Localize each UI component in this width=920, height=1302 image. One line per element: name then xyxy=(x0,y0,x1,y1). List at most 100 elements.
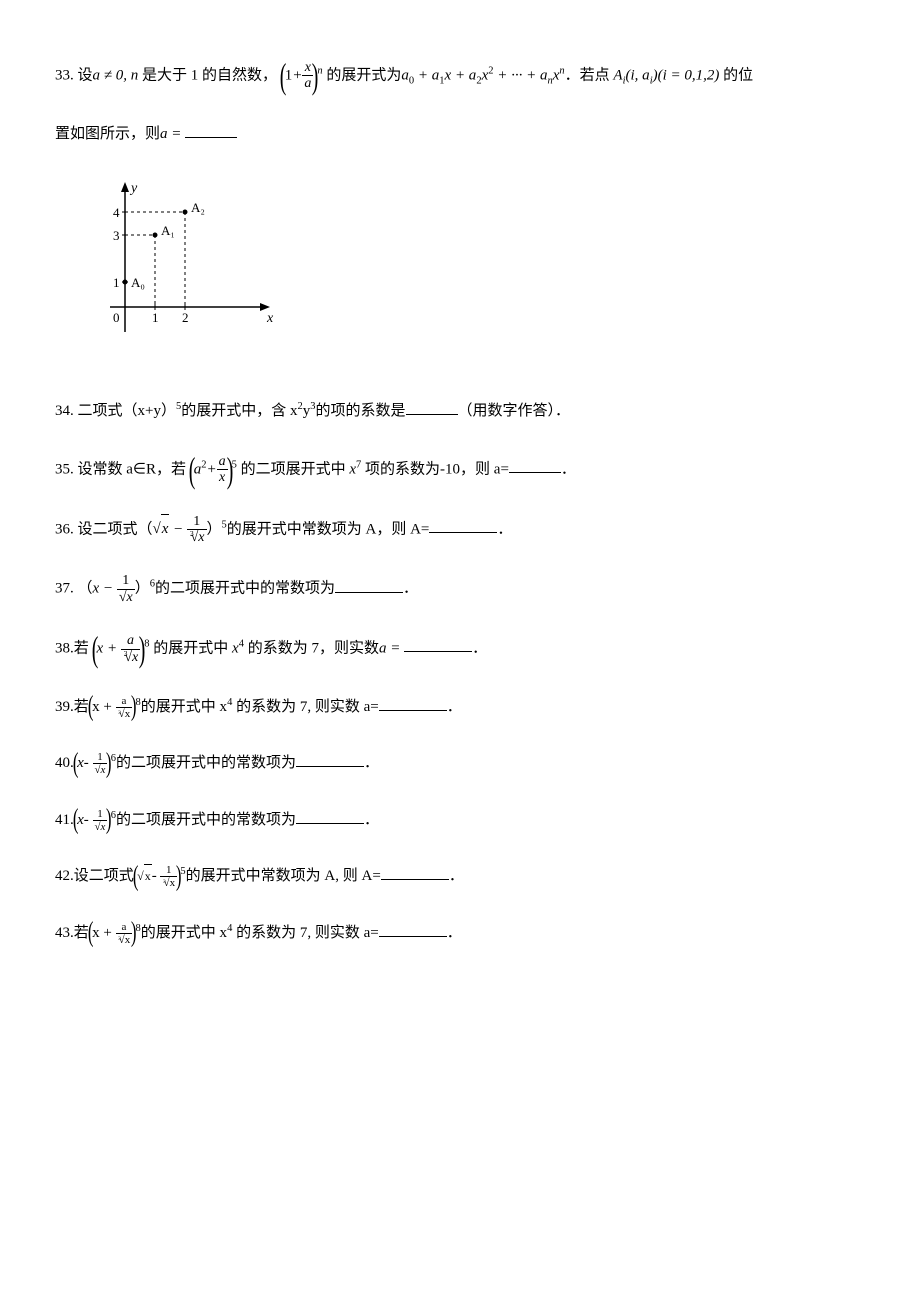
fraction: a3√x xyxy=(121,633,140,665)
text: 置如图所示，则 xyxy=(55,126,160,142)
text: ． xyxy=(449,868,464,884)
math: (i, a xyxy=(626,67,650,83)
text: 的展开式中，含 x xyxy=(181,403,297,419)
answer-blank xyxy=(404,636,472,652)
problem-38: 38.若 (x + a3√x)8 的展开式中 x4 的系数为 7，则实数a = … xyxy=(55,633,865,665)
a: a = xyxy=(379,640,404,656)
text: ．若点 xyxy=(565,67,614,83)
minus: − xyxy=(99,581,117,597)
text: 的二项展开式中的常数项为 xyxy=(116,755,296,771)
math: a ≠ 0, n xyxy=(93,67,139,83)
text: ） xyxy=(135,581,150,597)
answer-blank xyxy=(296,751,364,767)
graph-svg: 4 3 1 0 1 2 A₀ A₁ A₂ y x xyxy=(85,177,285,357)
point-A0: A₀ xyxy=(131,275,145,290)
fraction: 1√x xyxy=(117,573,135,605)
answer-blank xyxy=(509,457,561,473)
denominator: 3√x xyxy=(116,934,133,946)
minus: − xyxy=(169,521,187,537)
problem-number: 33. xyxy=(55,67,74,83)
minus: - xyxy=(84,812,93,828)
text: 的展开式中 xyxy=(153,640,232,656)
text: ． xyxy=(447,699,462,715)
problem-number: 40. xyxy=(55,755,74,771)
sqrt: √x xyxy=(153,514,170,544)
answer-blank xyxy=(406,399,458,415)
ytick-3: 3 xyxy=(113,228,120,243)
text: 的系数为 7, 则实数 a= xyxy=(232,925,378,941)
text: 若 xyxy=(74,699,89,715)
problem-42: 42.设二项式(√x- 13√x)5的展开式中常数项为 A, 则 A=． xyxy=(55,862,865,891)
plus: + xyxy=(100,925,116,941)
text: ． xyxy=(472,640,487,656)
text: 若 xyxy=(74,925,89,941)
problem-number: 41. xyxy=(55,812,74,828)
text: 设常数 a∈R，若 xyxy=(74,461,186,477)
xtick-2: 2 xyxy=(182,310,189,325)
math: )(i = 0,1,2) xyxy=(653,67,720,83)
answer-blank xyxy=(296,808,364,824)
text: 项的系数为-10，则 a= xyxy=(361,461,509,477)
text: （用数字作答）． xyxy=(458,403,571,419)
numerator: 1 xyxy=(187,514,206,530)
text: 的展开式中 x xyxy=(141,699,227,715)
answer-blank xyxy=(429,517,497,533)
text: 的展开式中常数项为 A，则 A= xyxy=(227,521,430,537)
coordinate-graph: 4 3 1 0 1 2 A₀ A₁ A₂ y x xyxy=(85,177,865,368)
math: a = xyxy=(160,126,185,142)
denominator: 3√x xyxy=(160,877,177,889)
fraction: a3√x xyxy=(116,921,133,946)
fraction: 13√x xyxy=(160,864,177,889)
numerator: a xyxy=(116,695,133,708)
text: 的系数为 7, 则实数 a= xyxy=(232,699,378,715)
text: 的展开式中常数项为 A, 则 A= xyxy=(186,868,381,884)
text: ） xyxy=(207,521,222,537)
text: 的展开式中 x xyxy=(141,925,227,941)
problem-39: 39.若(x + a3√x)8的展开式中 x4 的系数为 7, 则实数 a=． xyxy=(55,693,865,722)
denominator: √x xyxy=(117,590,135,605)
problem-35: 35. 设常数 a∈R，若 (a2+ax)5 的二项展开式中 x7 项的系数为-… xyxy=(55,454,865,486)
text: 设二项式（ xyxy=(74,521,153,537)
math: + xyxy=(414,67,432,83)
problem-number: 42. xyxy=(55,868,74,884)
problem-33: 33. 设a ≠ 0, n 是大于 1 的自然数， (1+xa)n 的展开式为a… xyxy=(55,60,865,149)
plus: + xyxy=(100,699,116,715)
point-A2: A₂ xyxy=(191,200,205,215)
text: 的位 xyxy=(719,67,753,83)
problem-number: 38. xyxy=(55,640,74,656)
problem-number: 37. xyxy=(55,581,74,597)
text: 设 xyxy=(74,67,93,83)
numerator: 1 xyxy=(117,573,135,589)
problem-40: 40.(x- 1√x)6的二项展开式中的常数项为． xyxy=(55,749,865,778)
text: ． xyxy=(403,581,418,597)
plus: + xyxy=(292,67,302,83)
text: 的二项展开式中 xyxy=(241,461,350,477)
text: 的二项展开式中的常数项为 xyxy=(116,812,296,828)
problem-43: 43.若(x + a3√x)8的展开式中 x4 的系数为 7, 则实数 a=． xyxy=(55,919,865,948)
minus: - xyxy=(152,868,161,884)
text: ． xyxy=(561,461,576,477)
text: 是大于 1 的自然数， xyxy=(138,67,277,83)
text: ． xyxy=(497,521,512,537)
problem-number: 39. xyxy=(55,699,74,715)
y-axis-label: y xyxy=(129,181,138,196)
problem-41: 41.(x- 1√x)6的二项展开式中的常数项为． xyxy=(55,806,865,835)
math: A xyxy=(613,67,622,83)
text: 二项式（x+y） xyxy=(74,403,176,419)
denominator: 3√x xyxy=(116,708,133,720)
problem-36: 36. 设二项式（√x − 13√x）5的展开式中常数项为 A，则 A=． xyxy=(55,514,865,546)
numerator: 1 xyxy=(160,864,177,877)
denominator: 3√x xyxy=(187,530,206,545)
problem-34: 34. 二项式（x+y）5的展开式中，含 x2y3的项的系数是（用数字作答）． xyxy=(55,397,865,426)
plus: + xyxy=(206,461,216,477)
problem-number: 34. xyxy=(55,403,74,419)
text: 的项的系数是 xyxy=(315,403,405,419)
text: 的系数为 7，则实数 xyxy=(244,640,379,656)
minus: - xyxy=(84,755,93,771)
plus: + xyxy=(103,640,121,656)
answer-blank xyxy=(381,864,449,880)
origin: 0 xyxy=(113,310,120,325)
denominator: 3√x xyxy=(121,650,140,665)
point-A1: A₁ xyxy=(161,223,175,238)
fraction: a3√x xyxy=(116,695,133,720)
